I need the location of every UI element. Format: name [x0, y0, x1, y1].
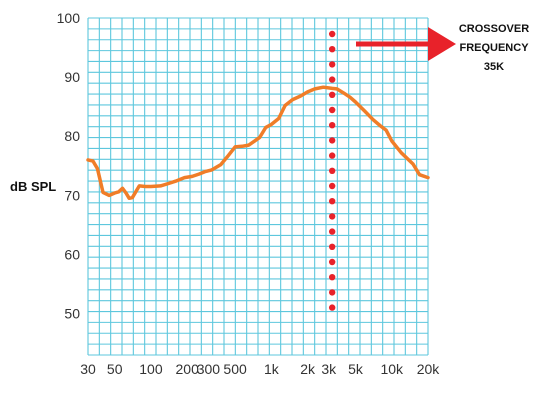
marker-dot	[328, 76, 336, 83]
x-tick-label: 30	[80, 361, 96, 377]
marker-dot	[328, 304, 336, 311]
y-tick-label: 90	[64, 69, 80, 85]
series-layer	[86, 85, 430, 201]
marker-dot	[328, 152, 336, 159]
annotation-line-1: CROSSOVER	[459, 23, 529, 35]
x-tick-label: 20k	[417, 361, 441, 377]
marker-dot	[328, 243, 336, 250]
x-tick-label: 10k	[380, 361, 404, 377]
marker-dot	[328, 30, 336, 38]
x-tick-label: 500	[223, 361, 247, 377]
marker-dot	[328, 213, 336, 220]
y-axis-ticks: 50 60 70 80 90 100	[57, 10, 81, 322]
marker-dot	[328, 258, 336, 266]
marker-dot	[328, 91, 336, 99]
marker-dot	[328, 198, 336, 205]
annotation-line-2: FREQUENCY	[459, 42, 529, 54]
annotation-line-3: 35K	[484, 61, 504, 73]
y-tick-label: 70	[64, 187, 80, 203]
x-tick-label: 200	[176, 361, 200, 377]
crossover-annotation: CROSSOVER FREQUENCY 35K	[356, 23, 529, 73]
marker-dot	[328, 182, 336, 190]
x-tick-label: 100	[139, 361, 163, 377]
x-tick-label: 300	[197, 361, 221, 377]
x-tick-label: 50	[107, 361, 123, 377]
marker-dot	[328, 106, 336, 114]
arrow-head	[428, 27, 456, 61]
y-axis-label: dB SPL	[10, 179, 56, 194]
y-tick-label: 100	[57, 10, 81, 26]
marker-dot	[328, 274, 336, 281]
x-tick-label: 2k	[300, 361, 316, 377]
x-tick-label: 1k	[264, 361, 280, 377]
grid	[87, 17, 429, 356]
x-tick-label: 5k	[348, 361, 364, 377]
marker-dot	[328, 228, 336, 235]
x-tick-label: 3k	[321, 361, 337, 377]
marker-dot	[328, 137, 336, 144]
y-tick-label: 80	[64, 128, 80, 144]
marker-dot	[328, 61, 336, 68]
marker-dot	[328, 122, 336, 129]
marker-dot	[328, 46, 336, 53]
marker-dot	[328, 289, 336, 296]
marker-dot	[328, 167, 336, 174]
y-tick-label: 60	[64, 246, 80, 262]
crossover-marker-line	[328, 30, 336, 311]
response-curve	[86, 85, 430, 201]
y-tick-label: 50	[64, 306, 80, 322]
